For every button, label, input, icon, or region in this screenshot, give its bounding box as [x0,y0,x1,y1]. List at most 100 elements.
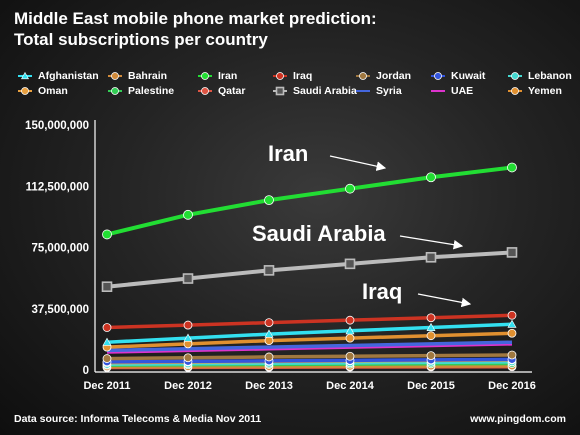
data-point-iraq [102,323,112,332]
legend-label: Palestine [128,85,175,97]
x-tick-label: Dec 2014 [326,380,375,392]
legend-label: Bahrain [128,70,168,82]
legend-swatch-marker [201,72,209,80]
legend-label: Iran [218,70,238,82]
legend-swatch-marker [511,87,519,95]
legend-swatch [273,86,287,96]
legend-item-kuwait: Kuwait [431,70,485,82]
data-point-iran [345,183,355,194]
data-source-note: Data source: Informa Telecoms & Media No… [14,413,262,425]
series-line-lebanon [106,360,513,367]
title-line-2: Total subscriptions per country [14,30,268,49]
legend-swatch [356,90,370,92]
data-point-saudi-arabia [263,265,275,276]
legend-item-jordan: Jordan [356,70,411,82]
legend-swatch [273,72,287,80]
legend-label: Yemen [528,85,562,97]
legend-label: Kuwait [451,70,486,82]
chart-title: Middle East mobile phone market predicti… [14,8,377,50]
x-tick-label: Dec 2016 [488,380,536,392]
legend-label: Qatar [218,85,246,97]
data-point-saudi-arabia [101,281,113,293]
legend-swatch [18,71,32,80]
series-line-jordan [106,353,513,361]
data-point-saudi-arabia [506,247,518,258]
legend-item-palestine: Palestine [108,85,174,97]
legend-item-iran: Iran [198,70,237,82]
legend-swatch-marker [20,71,30,80]
data-point-iran [102,229,112,240]
data-point-jordan [102,354,112,363]
legend-label: Lebanon [528,70,572,82]
data-point-afghanistan [345,326,355,335]
data-point-afghanistan [264,329,274,338]
legend-label: Oman [38,85,68,97]
data-point-saudi-arabia [425,252,437,263]
legend-swatch-marker [434,72,442,80]
legend-swatch [431,90,445,92]
y-tick-label: 112,500,000 [26,181,89,193]
data-point-yemen [426,331,436,341]
data-point-jordan [507,350,517,360]
data-point-yemen [264,336,274,346]
legend-swatch [198,72,212,80]
data-point-saudi-arabia [344,258,356,270]
annotation-arrow [329,155,387,171]
annotation-arrow [399,235,464,250]
x-tick-label: Dec 2012 [164,380,212,392]
legend-swatch [508,72,522,80]
legend-swatch [431,72,445,80]
y-tick-label: 0 [83,365,89,377]
data-point-afghanistan [183,333,193,342]
legend-item-yemen: Yemen [508,85,562,97]
series-line-bahrain [106,364,513,369]
series-line-kuwait [106,357,513,364]
legend-item-lebanon: Lebanon [508,70,572,82]
legend-label: Afghanistan [38,70,99,82]
legend-swatch [18,87,32,95]
data-point-iraq [426,313,436,323]
y-tick-label: 150,000,000 [25,120,89,132]
data-point-jordan [264,352,274,362]
legend-swatch [108,87,122,95]
y-tick-label: 37,500,000 [31,304,89,316]
series-line-syria [106,340,513,353]
legend-item-bahrain: Bahrain [108,70,167,82]
legend-label: Jordan [376,70,412,82]
data-point-saudi-arabia [182,273,194,284]
legend-swatch [508,87,522,95]
data-point-yemen [507,328,517,338]
data-point-jordan [183,353,193,363]
legend-label: UAE [451,85,474,97]
series-line-iraq [106,313,513,330]
y-tick-label: 75,000,000 [31,243,89,255]
legend-item-saudi-arabia: Saudi Arabia [273,85,357,97]
data-point-iraq [345,315,355,325]
legend-item-iraq: Iraq [273,70,312,82]
data-point-yemen [345,333,355,343]
legend-swatch-marker [276,72,284,80]
legend-item-syria: Syria [356,85,402,97]
series-line-saudi-arabia [106,250,513,289]
data-point-iran [426,172,436,183]
data-point-afghanistan [102,337,112,346]
title-line-1: Middle East mobile phone market predicti… [14,9,377,28]
annotation-iran: Iran [268,141,308,166]
legend-swatch-marker [275,86,285,96]
data-point-iraq [183,320,193,330]
data-point-afghanistan [426,322,436,332]
data-point-iran [507,162,517,173]
annotation-iraq: Iraq [362,279,402,304]
legend-item-afghanistan: Afghanistan [18,70,99,82]
x-tick-label: Dec 2013 [245,380,293,392]
legend-swatch [198,87,212,95]
legend-label: Syria [376,85,402,97]
annotation-saudi-arabia: Saudi Arabia [252,221,386,246]
data-point-iraq [264,318,274,328]
x-tick-label: Dec 2011 [83,380,130,392]
legend-label: Iraq [293,70,313,82]
x-tick-label: Dec 2015 [407,380,455,392]
data-point-iraq [507,310,517,320]
